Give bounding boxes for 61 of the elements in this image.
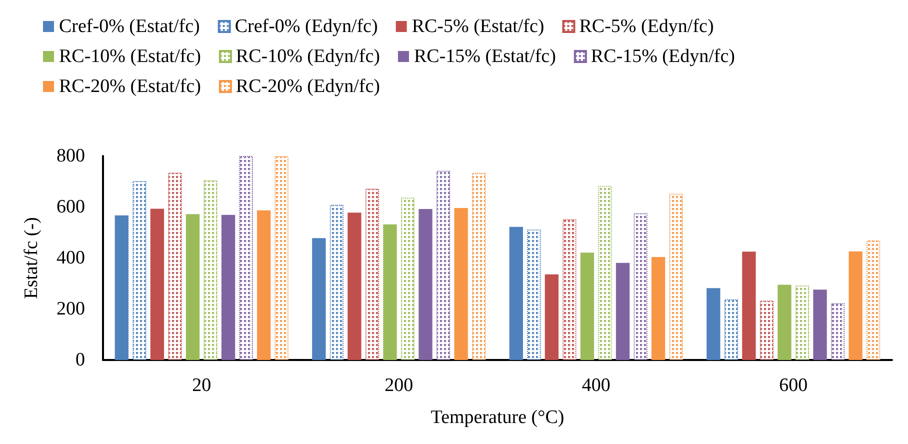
bar — [778, 284, 792, 360]
bar — [221, 214, 236, 360]
bar — [330, 204, 344, 360]
x-tick-label: 200 — [384, 375, 414, 396]
bar — [509, 226, 524, 360]
legend-label: Cref-0% (Estat/fc) — [59, 16, 200, 37]
x-tick-label: 20 — [192, 375, 212, 396]
bar — [544, 274, 559, 360]
bar — [454, 208, 468, 360]
bar — [383, 224, 397, 360]
bar — [669, 194, 683, 360]
y-tick-label: 0 — [76, 350, 85, 370]
bar — [616, 262, 630, 360]
bar — [365, 188, 380, 360]
y-tick-label: 600 — [56, 196, 85, 218]
bar — [795, 286, 810, 360]
bar — [651, 256, 666, 360]
bar — [348, 212, 362, 360]
y-tick-label: 400 — [56, 248, 85, 268]
bar — [204, 180, 218, 360]
bar — [256, 210, 271, 360]
bar — [239, 156, 253, 360]
legend-label: RC-10% (Estat/fc) — [59, 46, 201, 67]
legend-label: RC-10% (Edyn/fc) — [236, 46, 380, 67]
bar — [760, 300, 774, 360]
bar — [706, 288, 720, 360]
bar — [580, 252, 594, 360]
bar — [634, 213, 648, 360]
bar — [830, 303, 845, 360]
bar — [527, 229, 541, 360]
bar — [274, 156, 288, 360]
legend-label: RC-20% (Edyn/fc) — [236, 76, 380, 97]
x-axis-title: Temperature (°C) — [430, 407, 564, 428]
bar — [436, 170, 450, 360]
bar — [312, 238, 326, 360]
bar — [132, 180, 146, 360]
legend-label: RC-15% (Estat/fc) — [414, 46, 556, 67]
legend-label: Cref-0% (Edyn/fc) — [234, 16, 378, 37]
bar — [400, 198, 415, 360]
y-tick-label: 800 — [56, 146, 85, 166]
legend-label: RC-20% (Estat/fc) — [59, 76, 201, 97]
bar — [562, 219, 576, 360]
bar — [186, 214, 200, 360]
bar — [114, 215, 129, 360]
bar — [472, 172, 486, 360]
bar — [418, 209, 432, 360]
bar — [724, 299, 738, 360]
x-tick-label: 400 — [582, 375, 610, 396]
x-tick-label: 600 — [779, 375, 808, 396]
bar — [848, 251, 862, 360]
legend-label: RC-5% (Edyn/fc) — [579, 16, 714, 37]
bar — [598, 186, 612, 360]
legend-label: RC-15% (Edyn/fc) — [590, 46, 735, 67]
legend-label: RC-5% (Estat/fc) — [412, 16, 544, 37]
y-axis-title: Estat/fc (-) — [21, 217, 42, 299]
bar — [813, 290, 827, 360]
bar — [168, 172, 182, 360]
bar — [742, 252, 756, 360]
bar — [150, 208, 164, 360]
y-tick-label: 200 — [56, 298, 85, 320]
bar — [866, 240, 880, 360]
